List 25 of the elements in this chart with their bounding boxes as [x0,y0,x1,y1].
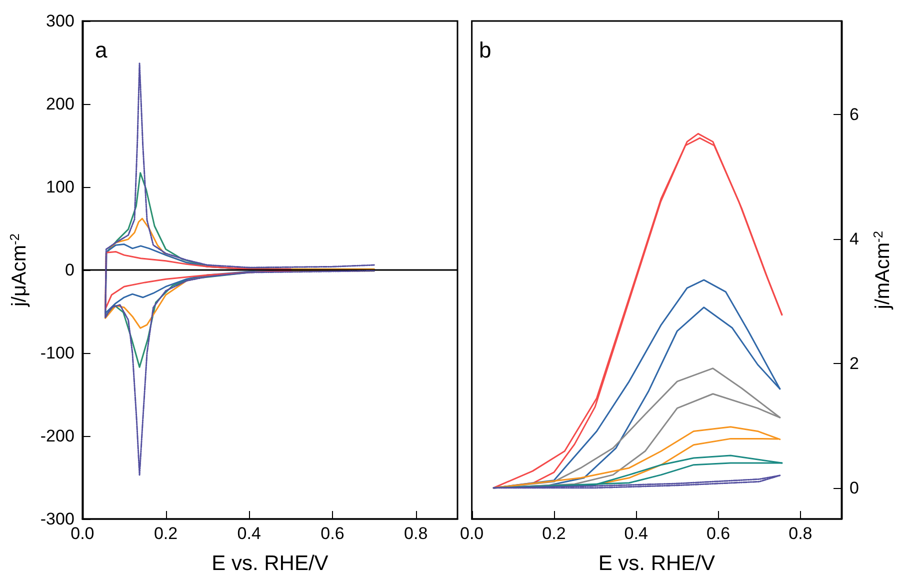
y-tick-label: -100 [40,344,74,362]
x-tick-label: 0.2 [542,524,566,543]
y-tick-label: 200 [46,94,74,114]
x-axis-title: E vs. RHE/V [598,552,716,575]
y-tick-label: 4 [850,229,859,248]
x-tick-label: 0.4 [237,524,261,543]
y-axis-title: j/mAcm-2 [870,230,894,310]
x-tick-label: 0.4 [624,524,648,543]
x-tick-label: 0.6 [706,524,730,543]
y-tick-label: 300 [46,12,74,30]
y-tick-label: 100 [46,178,74,196]
x-tick-label: 0.6 [320,524,344,543]
x-tick-label: 0.8 [788,524,812,543]
annotation: b [479,38,492,62]
y-tick-label: 2 [850,354,859,373]
x-tick-label: 0.0 [460,524,484,543]
annotation: a [95,38,108,62]
y-axis-title: j/μAcm-2 [7,233,30,308]
y-tick-label: 0 [850,478,859,498]
x-tick-label: 0.8 [404,524,428,543]
y-tick-label: 6 [850,104,859,124]
x-tick-label: 0.2 [154,524,178,543]
x-axis-title: E vs. RHE/V [212,552,328,575]
y-tick-label: -200 [40,426,74,446]
y-tick-label: 0 [64,260,74,280]
